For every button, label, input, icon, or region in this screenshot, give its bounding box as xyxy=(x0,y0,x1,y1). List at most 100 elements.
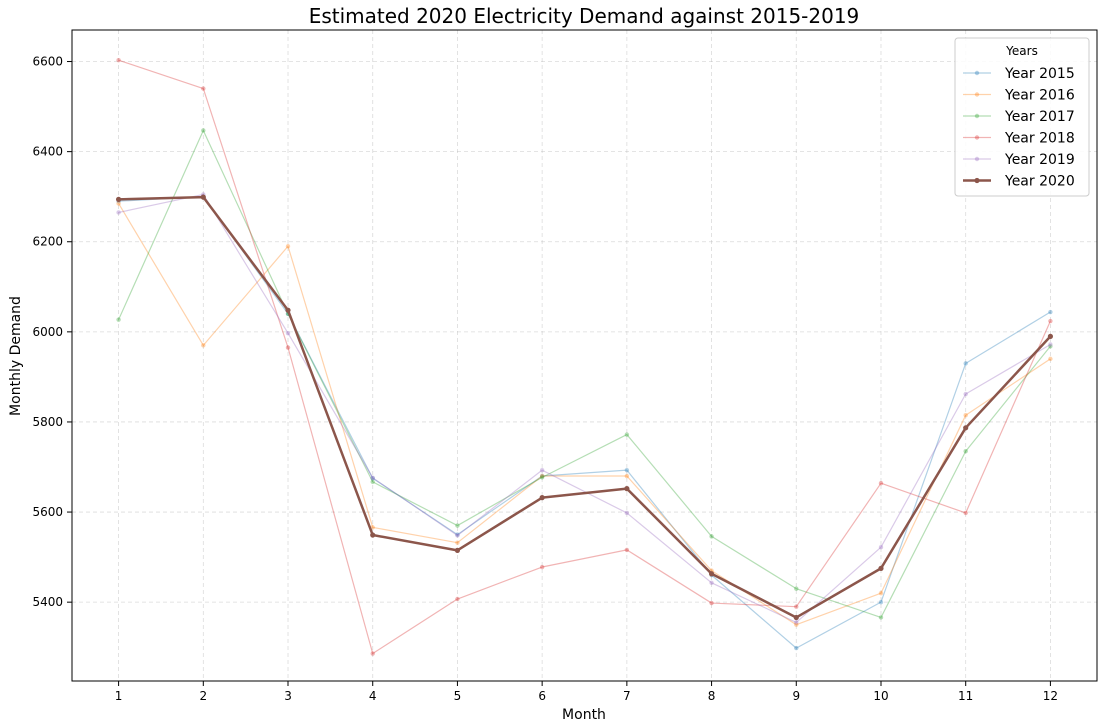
grid xyxy=(72,30,1097,681)
data-point xyxy=(878,615,884,620)
x-tick-label: 6 xyxy=(538,689,546,703)
legend-swatch-marker xyxy=(974,113,980,119)
data-point xyxy=(370,475,375,481)
series-line xyxy=(118,196,1051,649)
data-point xyxy=(455,523,460,528)
y-tick-label: 6600 xyxy=(32,55,63,69)
data-point xyxy=(963,425,969,431)
data-point xyxy=(539,473,545,479)
y-tick-label: 6200 xyxy=(32,235,63,249)
data-point xyxy=(794,645,799,651)
series-line xyxy=(118,129,1051,619)
data-point xyxy=(878,599,884,605)
legend-label: Year 2020 xyxy=(1004,174,1075,190)
plot-frame xyxy=(71,29,1098,682)
legend-label: Year 2018 xyxy=(1004,131,1075,147)
data-point xyxy=(116,57,121,63)
data-point xyxy=(370,476,375,481)
data-point xyxy=(793,614,799,621)
data-point xyxy=(116,201,121,206)
series-year-2019 xyxy=(116,192,1053,625)
data-point xyxy=(370,651,375,656)
series-line xyxy=(118,195,1052,619)
legend-label: Year 2019 xyxy=(1004,152,1075,168)
data-point xyxy=(1047,333,1054,339)
series-layer xyxy=(115,57,1054,656)
legend-items: Year 2015 Year 2016 Year 2017 Year 2018 Year… xyxy=(963,66,1075,190)
data-point xyxy=(1048,309,1053,315)
data-point xyxy=(1048,356,1053,362)
data-point xyxy=(794,622,799,627)
data-point xyxy=(963,361,968,366)
data-point xyxy=(963,449,968,454)
data-point xyxy=(624,473,630,479)
x-tick-label: 5 xyxy=(454,689,462,703)
series-line xyxy=(118,59,1051,655)
data-point xyxy=(1048,344,1053,349)
data-point xyxy=(878,544,884,550)
data-point xyxy=(116,317,121,322)
legend-swatch-marker xyxy=(974,177,980,184)
data-point xyxy=(200,194,206,200)
data-point xyxy=(539,467,545,473)
legend-label: Year 2016 xyxy=(1004,88,1075,104)
data-point xyxy=(963,412,968,418)
data-point xyxy=(285,330,291,336)
data-point xyxy=(455,596,460,602)
data-point xyxy=(794,586,799,591)
series-line xyxy=(118,203,1051,626)
legend-entry: Year 2018 xyxy=(963,131,1075,147)
data-point xyxy=(370,532,376,538)
data-point xyxy=(624,432,630,437)
legend-entry: Year 2017 xyxy=(963,109,1075,125)
legend-label: Year 2015 xyxy=(1004,66,1075,82)
x-tick-label: 8 xyxy=(708,689,716,703)
data-point xyxy=(963,510,968,516)
x-tick-label: 11 xyxy=(958,689,973,703)
x-tick-label: 7 xyxy=(623,689,631,703)
x-tick-label: 2 xyxy=(199,689,207,703)
chart-title: Estimated 2020 Electricity Demand agains… xyxy=(309,4,860,28)
data-point xyxy=(878,565,884,571)
series-year-2016 xyxy=(116,201,1053,627)
x-axis-label: Month xyxy=(562,707,606,723)
y-tick-label: 5600 xyxy=(32,505,63,519)
series-line xyxy=(118,193,1051,624)
legend-entry: Year 2016 xyxy=(963,88,1075,104)
y-tick-label: 6000 xyxy=(32,325,63,339)
data-point xyxy=(285,244,291,249)
data-point xyxy=(201,86,206,91)
x-tick-label: 12 xyxy=(1043,689,1058,703)
series-year-2015 xyxy=(116,194,1053,651)
series-year-2020 xyxy=(115,194,1054,621)
data-point xyxy=(709,580,714,585)
legend-title: Years xyxy=(1005,44,1038,58)
data-point xyxy=(539,495,545,501)
data-point xyxy=(709,600,714,606)
axes: 1 2 3 4 5 6 7 8 9 10 11 125400560058006000620064006… xyxy=(32,55,1058,703)
data-point xyxy=(709,534,714,539)
data-point xyxy=(878,481,884,486)
data-point xyxy=(539,473,545,479)
data-point xyxy=(370,479,375,485)
data-point xyxy=(624,467,630,473)
data-point xyxy=(878,590,884,596)
x-tick-label: 4 xyxy=(369,689,377,703)
x-tick-label: 9 xyxy=(792,689,800,703)
data-point xyxy=(963,391,968,397)
legend-entry: Year 2019 xyxy=(963,152,1075,168)
data-point xyxy=(201,343,206,348)
data-point xyxy=(201,128,206,133)
data-point xyxy=(455,532,460,537)
legend-swatch-marker xyxy=(974,135,980,140)
data-point xyxy=(285,345,291,350)
series-year-2018 xyxy=(116,57,1053,656)
data-point xyxy=(116,210,121,215)
legend-swatch-marker xyxy=(974,70,980,76)
y-tick-label: 5400 xyxy=(32,595,63,609)
series-year-2017 xyxy=(116,128,1053,620)
legend-swatch-marker xyxy=(974,92,980,97)
x-tick-label: 10 xyxy=(873,689,888,703)
data-point xyxy=(285,307,291,313)
